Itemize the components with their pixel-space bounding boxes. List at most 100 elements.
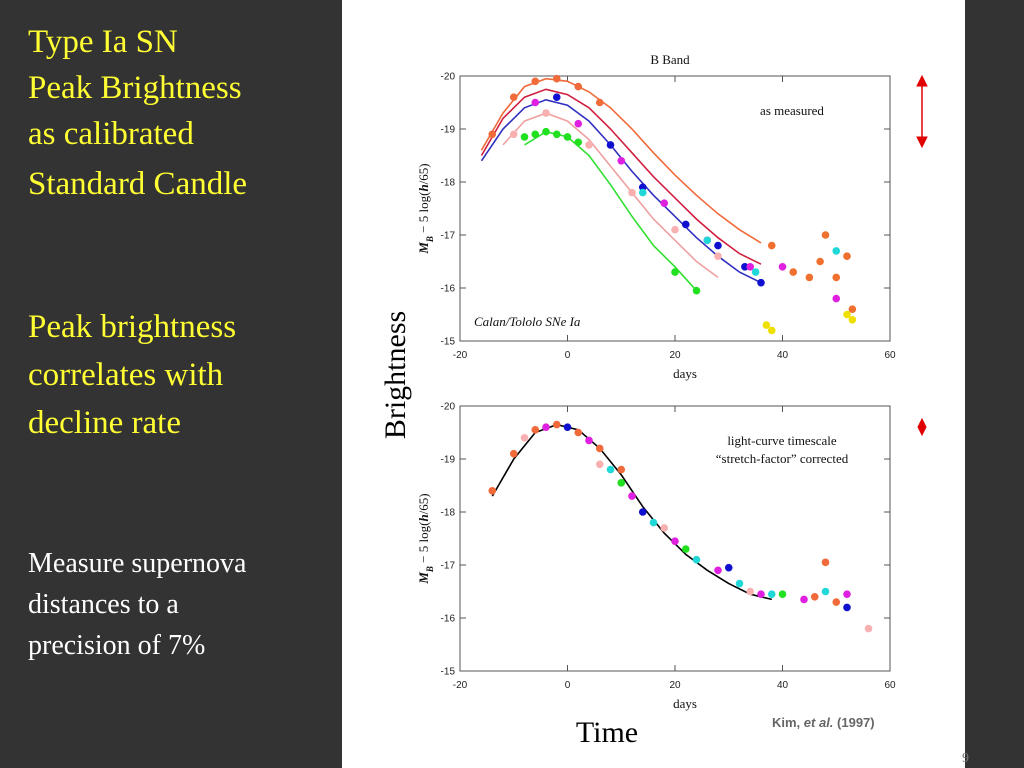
data-point bbox=[542, 423, 550, 432]
note-line: distances to a bbox=[28, 589, 179, 620]
y-axis-label-part: /65) bbox=[416, 163, 431, 184]
data-point bbox=[488, 487, 497, 495]
light-curve bbox=[502, 112, 719, 279]
data-point bbox=[767, 590, 776, 598]
y-axis-label-part: − 5 log( bbox=[416, 522, 431, 567]
y-tick-label: -18 bbox=[441, 508, 456, 519]
y-axis-label-part: h bbox=[416, 514, 431, 521]
data-point bbox=[864, 624, 873, 633]
data-point bbox=[816, 257, 824, 266]
data-point bbox=[778, 263, 787, 271]
caption: Calan/Tololo SNe Ia bbox=[474, 314, 581, 329]
y-tick-label: -20 bbox=[441, 402, 456, 413]
data-point bbox=[746, 263, 755, 271]
data-point bbox=[821, 558, 830, 567]
y-tick-label: -16 bbox=[441, 284, 456, 295]
data-point bbox=[606, 141, 615, 149]
data-point bbox=[714, 241, 722, 250]
y-axis-label-part: M bbox=[416, 242, 431, 255]
x-tick-label: 60 bbox=[884, 350, 896, 361]
data-point bbox=[509, 449, 518, 458]
data-point bbox=[735, 579, 744, 588]
credit-part: Kim, bbox=[772, 715, 804, 730]
credit-part: et al. bbox=[804, 715, 834, 730]
data-point bbox=[628, 188, 636, 197]
data-point bbox=[563, 423, 572, 432]
data-point bbox=[520, 434, 529, 442]
data-point bbox=[531, 98, 540, 107]
data-point bbox=[767, 241, 776, 250]
data-point bbox=[574, 428, 583, 437]
chart: -20 -19 -18 -17 -16 -15 -20 0 20 40 60 days MB − 5 l… bbox=[416, 52, 896, 381]
y-axis-label: MB − 5 log(h/65) bbox=[416, 493, 435, 584]
annotation: as measured bbox=[760, 103, 824, 118]
data-point bbox=[617, 465, 626, 474]
data-point bbox=[595, 98, 604, 107]
x-tick-label: 60 bbox=[884, 680, 896, 691]
data-point bbox=[552, 130, 561, 139]
y-axis-label-part: h bbox=[416, 184, 431, 191]
data-point bbox=[585, 141, 593, 149]
data-point bbox=[714, 252, 722, 260]
data-point bbox=[843, 310, 851, 319]
y-axis-label-part: M bbox=[416, 572, 431, 585]
arrow-head bbox=[916, 74, 928, 87]
x-tick-label: 40 bbox=[777, 680, 789, 691]
data-point bbox=[671, 537, 679, 545]
data-point bbox=[681, 545, 690, 553]
x-tick-label: 20 bbox=[669, 350, 681, 361]
annotation: “stretch-factor” corrected bbox=[716, 451, 849, 466]
data-point bbox=[552, 74, 561, 83]
heading-line: as calibrated bbox=[28, 116, 194, 152]
note-line: Measure supernova bbox=[28, 548, 247, 579]
data-point bbox=[681, 220, 690, 229]
arrow-head bbox=[916, 136, 928, 149]
data-point bbox=[488, 130, 497, 139]
data-point bbox=[805, 273, 814, 282]
data-point bbox=[509, 130, 518, 139]
data-point bbox=[638, 183, 647, 192]
data-point bbox=[757, 278, 765, 287]
note-line: precision of 7% bbox=[28, 630, 205, 661]
y-tick-label: -20 bbox=[441, 72, 456, 83]
data-point bbox=[595, 460, 604, 469]
y-axis-label: MB − 5 log(h/65) bbox=[416, 163, 435, 254]
data-point bbox=[692, 555, 701, 564]
y-axis-label-part: − 5 log( bbox=[416, 192, 431, 237]
data-point bbox=[821, 587, 830, 596]
data-point bbox=[692, 286, 701, 295]
point-line: decline rate bbox=[28, 405, 181, 441]
data-point bbox=[703, 236, 712, 245]
x-tick-label: 20 bbox=[669, 680, 681, 691]
data-point bbox=[671, 268, 679, 276]
y-axis-label-part: B bbox=[425, 236, 435, 243]
data-point bbox=[531, 426, 540, 434]
data-point bbox=[552, 420, 561, 429]
x-tick-label: -20 bbox=[453, 680, 468, 691]
point-line: correlates with bbox=[28, 357, 224, 393]
data-point bbox=[606, 465, 615, 474]
data-point bbox=[542, 109, 550, 117]
data-point bbox=[574, 82, 583, 91]
y-tick-label: -15 bbox=[441, 337, 456, 348]
data-point bbox=[741, 263, 749, 271]
small-diamond bbox=[917, 417, 927, 437]
x-tick-label: 40 bbox=[777, 350, 789, 361]
y-tick-label: -19 bbox=[441, 455, 456, 466]
data-point bbox=[724, 563, 733, 572]
data-point bbox=[617, 479, 626, 487]
data-point bbox=[574, 119, 583, 128]
data-point bbox=[746, 587, 755, 596]
heading-line: Type Ia SN bbox=[28, 24, 178, 60]
data-point bbox=[671, 225, 679, 234]
data-point bbox=[531, 130, 540, 139]
chart-title: B Band bbox=[650, 52, 690, 67]
x-tick-label: 0 bbox=[565, 350, 571, 361]
heading-line: Standard Candle bbox=[28, 166, 247, 202]
annotation: light-curve timescale bbox=[727, 433, 837, 448]
data-point bbox=[617, 157, 626, 165]
data-point bbox=[843, 252, 851, 260]
data-point bbox=[767, 326, 776, 335]
data-point bbox=[848, 305, 857, 314]
x-axis-label: days bbox=[673, 696, 697, 711]
